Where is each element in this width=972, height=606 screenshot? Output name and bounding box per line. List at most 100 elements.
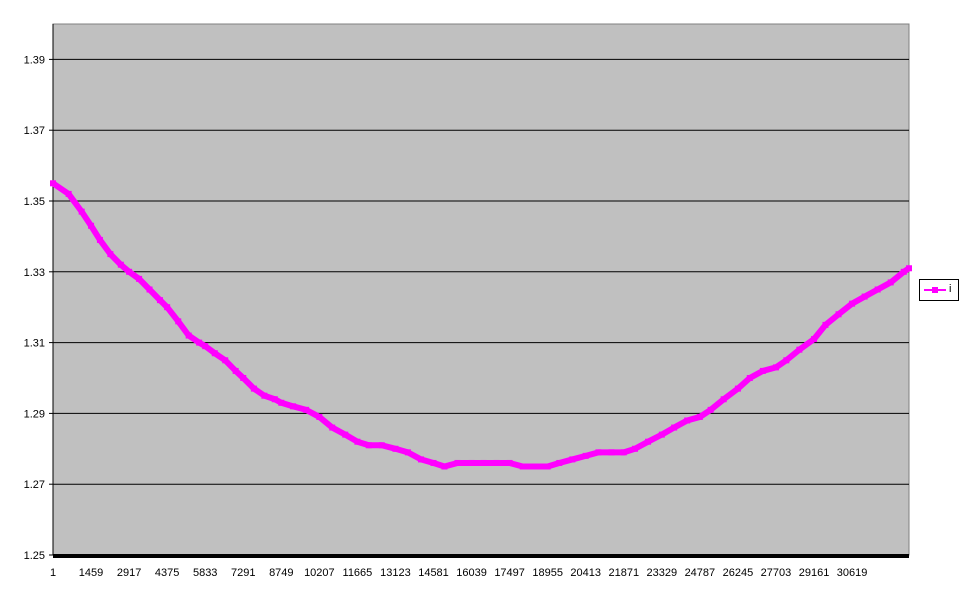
data-point (378, 442, 385, 449)
data-point (658, 431, 665, 438)
data-point (96, 236, 103, 243)
x-axis (53, 554, 909, 558)
data-point (493, 459, 500, 466)
y-tick-label: 1.25 (24, 550, 45, 562)
data-point (849, 300, 856, 307)
data-point (278, 399, 285, 406)
data-point (156, 297, 163, 304)
data-point (232, 367, 239, 374)
data-point (569, 456, 576, 463)
data-point (342, 431, 349, 438)
data-point (796, 346, 803, 353)
data-point (126, 268, 133, 275)
data-point (620, 449, 627, 456)
y-tick-label: 1.27 (24, 479, 45, 491)
x-tick-label: 1 (50, 567, 56, 579)
x-tick-label: 13123 (380, 567, 411, 579)
data-point (202, 343, 209, 350)
data-point (78, 208, 85, 215)
data-point (671, 424, 678, 431)
x-tick-label: 2917 (117, 567, 141, 579)
data-point (454, 459, 461, 466)
data-point (707, 406, 714, 413)
data-point (392, 445, 399, 452)
data-point (720, 396, 727, 403)
data-point (734, 385, 741, 392)
data-point (608, 449, 615, 456)
data-point (117, 261, 124, 268)
x-tick-label: 27703 (761, 567, 792, 579)
data-point (107, 251, 114, 258)
x-tick-label: 21871 (608, 567, 639, 579)
data-point (65, 190, 72, 197)
data-point (222, 357, 229, 364)
data-point (631, 445, 638, 452)
legend: i (919, 279, 959, 301)
x-tick-label: 4375 (155, 567, 179, 579)
data-point (164, 304, 171, 311)
data-point (441, 463, 448, 470)
data-point (430, 459, 437, 466)
data-point (261, 392, 268, 399)
data-point (290, 403, 297, 410)
data-point (811, 336, 818, 343)
data-point (211, 350, 218, 357)
x-tick-label: 18955 (532, 567, 563, 579)
x-tick-label: 26245 (723, 567, 754, 579)
data-point (772, 364, 779, 371)
x-tick-label: 17497 (494, 567, 525, 579)
x-tick-label: 11665 (343, 567, 373, 579)
x-tick-label: 16039 (456, 567, 487, 579)
data-point (50, 180, 56, 187)
data-point (746, 375, 753, 381)
y-tick-label: 1.33 (24, 267, 45, 279)
data-point (519, 463, 526, 470)
data-point (404, 449, 411, 456)
data-point (595, 449, 602, 456)
data-point (696, 413, 703, 420)
data-point (185, 332, 192, 339)
data-point (329, 424, 336, 431)
data-point (532, 463, 539, 470)
data-point (365, 442, 372, 449)
data-point (240, 375, 247, 381)
y-tick-label: 1.35 (24, 196, 45, 208)
data-point (250, 385, 257, 392)
data-point (303, 406, 310, 413)
x-tick-label: 10207 (304, 567, 335, 579)
data-point (316, 413, 323, 420)
data-point (196, 339, 203, 346)
x-tick-label: 1459 (79, 567, 103, 579)
y-tick-label: 1.31 (24, 338, 45, 350)
data-point (417, 456, 424, 463)
x-tick-label: 7291 (231, 567, 255, 579)
data-point (861, 293, 868, 300)
x-tick-label: 24787 (685, 567, 716, 579)
data-point (136, 275, 143, 282)
data-point (88, 222, 95, 229)
y-tick-label: 1.39 (24, 54, 45, 66)
data-point (146, 286, 153, 293)
data-point (759, 367, 766, 374)
data-point (887, 279, 894, 286)
x-tick-label: 8749 (269, 567, 293, 579)
plot-area (52, 23, 910, 556)
x-tick-label: 30619 (837, 567, 868, 579)
y-tick-label: 1.37 (24, 125, 45, 137)
x-tick-label: 14581 (418, 567, 449, 579)
data-point (900, 268, 907, 275)
data-point (468, 459, 475, 466)
data-point (835, 311, 842, 318)
data-point (684, 417, 691, 424)
data-point (506, 459, 513, 466)
data-point (822, 321, 829, 328)
data-point (556, 459, 563, 466)
data-point (874, 286, 881, 293)
data-point (175, 318, 182, 325)
data-point (354, 438, 361, 445)
legend-marker-swatch (932, 287, 938, 293)
data-point (480, 459, 487, 466)
x-tick-label: 29161 (799, 567, 830, 579)
